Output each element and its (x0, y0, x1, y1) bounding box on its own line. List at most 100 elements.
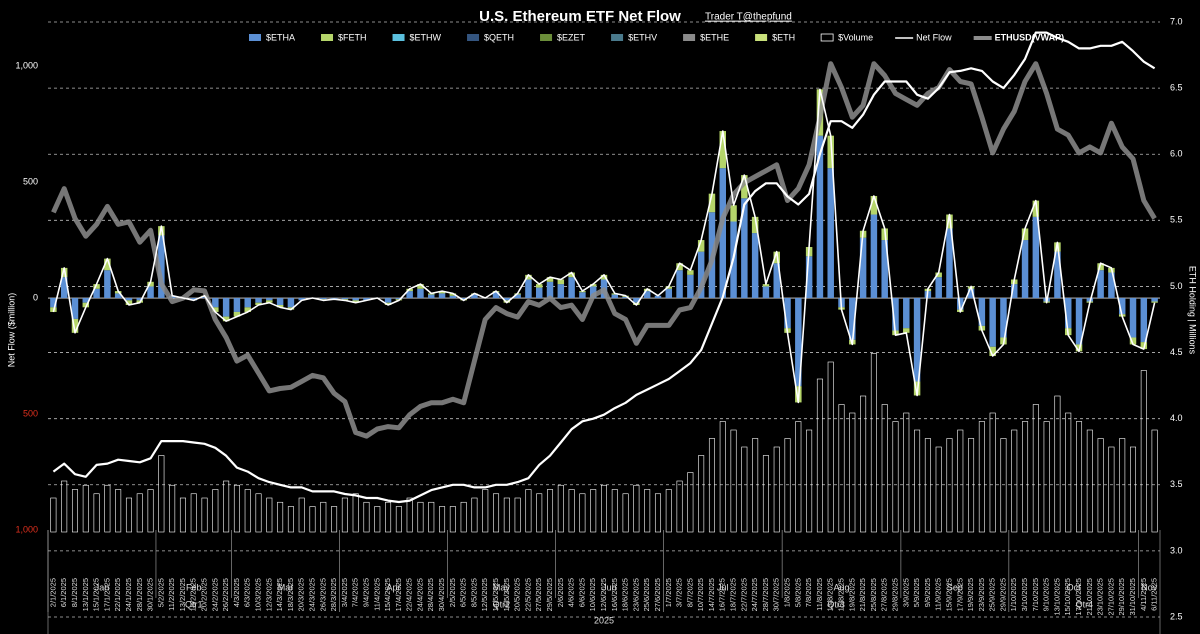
volume-bar (417, 501, 424, 533)
flow-bar (957, 298, 964, 310)
x-tick-label: 17/9/2025 (955, 578, 964, 611)
quarter-label: Qtr2 (493, 599, 511, 609)
flow-bar (935, 272, 942, 278)
flow-bar (406, 291, 413, 299)
volume-bar (601, 484, 607, 533)
month-label: Mar (278, 582, 294, 592)
flow-bar (892, 298, 899, 331)
x-tick-label: 5/9/2025 (912, 578, 921, 607)
flow-bar (60, 277, 68, 299)
flow-bar (762, 286, 770, 299)
y-tick-label: 1,000 (15, 60, 38, 70)
flow-bar (676, 263, 683, 271)
x-tick-label: 18/7/2025 (729, 578, 738, 611)
volume-bar (568, 489, 575, 533)
flow-bar (266, 298, 273, 301)
x-tick-label: 29/10/2025 (1117, 578, 1126, 616)
flow-bar (352, 300, 359, 303)
x-tick-label: 27/10/2025 (1106, 578, 1115, 616)
x-tick-label: 13/8/2025 (826, 578, 835, 611)
flow-bar (1032, 200, 1040, 217)
quarter-label: Qtr3 (827, 599, 845, 609)
volume-bar (946, 438, 953, 533)
x-tick-label: 10/6/2025 (588, 578, 597, 611)
flow-bar (212, 298, 219, 308)
volume-bar (1011, 429, 1018, 533)
x-tick-label: 19/9/2025 (966, 578, 975, 611)
x-tick-label: 11/4/2025 (372, 578, 381, 611)
flow-bar (849, 298, 856, 340)
x-tick-label: 17/10/2025 (1074, 578, 1083, 616)
volume-bar (762, 455, 769, 533)
volume-bar (1086, 429, 1093, 533)
flow-bar (125, 298, 133, 301)
flow-bar (514, 294, 521, 299)
flow-bar (320, 298, 327, 300)
flow-bar (93, 288, 100, 299)
x-tick-label: 15/8/2025 (836, 578, 845, 611)
volume-bar (827, 361, 834, 533)
month-label: Oct (1067, 582, 1082, 592)
volume-bar (449, 506, 456, 533)
x-tick-label: 21/10/2025 (1085, 578, 1094, 616)
flow-bar (222, 298, 230, 317)
flow-bar (622, 296, 629, 299)
flow-bar (1097, 270, 1104, 299)
volume-bar (633, 484, 640, 533)
flow-bar (1075, 298, 1083, 345)
flow-bar (568, 277, 575, 299)
flow-bar (989, 298, 996, 347)
volume-bar (147, 489, 154, 533)
legend-label: Net Flow (916, 32, 952, 42)
volume-bar (978, 421, 985, 533)
x-tick-label: 3/9/2025 (901, 578, 910, 607)
volume-bar (1043, 421, 1050, 533)
month-label: Jun (602, 582, 617, 592)
x-tick-label: 18/2/2025 (189, 578, 198, 611)
volume-bar (536, 493, 543, 533)
flow-bar (71, 318, 79, 333)
flow-bar (125, 300, 133, 306)
volume-bar (914, 429, 921, 533)
volume-bar (622, 493, 629, 533)
legend-swatch (683, 34, 696, 41)
volume-bar (665, 489, 672, 533)
x-tick-label: 24/7/2025 (750, 578, 759, 611)
volume-bar (1140, 370, 1147, 533)
x-tick-label: 1/7/2025 (664, 578, 673, 607)
volume-bar (870, 353, 877, 533)
volume-bar (363, 501, 370, 533)
volume-bar (158, 455, 165, 533)
flow-bar (784, 298, 791, 329)
month-label: Apr (386, 582, 400, 592)
flow-bar (665, 286, 673, 289)
flow-bar (697, 240, 705, 252)
x-tick-label: 16/7/2025 (718, 578, 727, 611)
x-tick-label: 12/5/2025 (480, 578, 489, 611)
x-tick-label: 6/6/2025 (577, 578, 586, 607)
flow-bar (1129, 337, 1137, 345)
x-tick-label: 12/6/2025 (599, 578, 608, 611)
flow-bar (438, 291, 446, 294)
flow-bar (492, 292, 500, 299)
flow-bar (654, 295, 662, 299)
flow-bar (741, 198, 748, 299)
x-tick-label: 2/5/2025 (448, 578, 457, 607)
flow-bar (428, 294, 435, 299)
volume-bar (255, 493, 262, 533)
volume-bar (557, 484, 564, 533)
flow-bar (384, 298, 392, 303)
volume-bar (331, 506, 338, 533)
flow-bar (967, 288, 975, 299)
flow-bar (266, 300, 273, 303)
legend-label: ETHUSD(VWAP) (995, 32, 1065, 42)
volume-bar (104, 484, 111, 533)
volume-bar (849, 412, 856, 533)
volume-bar (385, 501, 392, 533)
flow-bar (363, 298, 370, 301)
y-tick-label: 0 (33, 292, 38, 302)
flow-bar (341, 298, 349, 300)
legend-label: $Volume (838, 32, 873, 42)
volume-bar (266, 497, 273, 533)
volume-bar (320, 501, 327, 533)
